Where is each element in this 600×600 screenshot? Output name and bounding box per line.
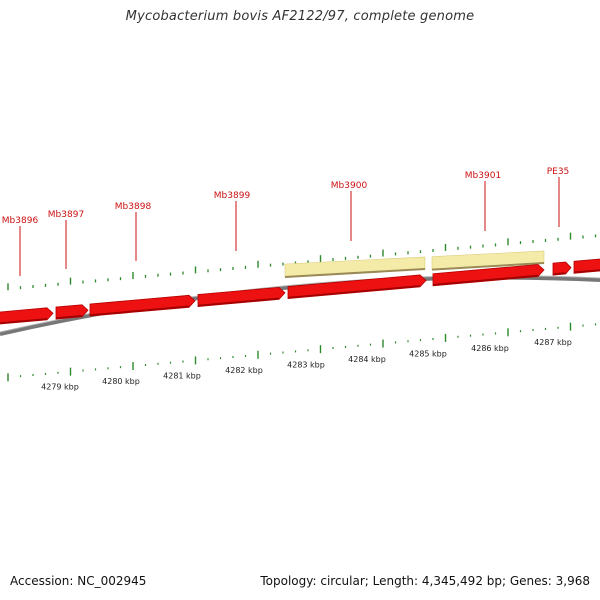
gene-arrow: [197, 286, 286, 307]
scale-label: 4286 kbp: [471, 344, 509, 353]
scale-label: 4284 kbp: [348, 355, 386, 364]
genome-title: Mycobacterium bovis AF2122/97, complete …: [125, 9, 475, 24]
feature-shadow: [284, 267, 426, 278]
gene-label: Mb3901: [465, 171, 501, 181]
gene-arrow: [432, 264, 545, 287]
feature-block: [284, 256, 426, 278]
feature-shadow: [431, 262, 545, 271]
gene-arrow: [552, 261, 572, 276]
scale-label: 4287 kbp: [534, 338, 572, 347]
gene-arrow: [573, 258, 600, 274]
gene-arrow: [89, 294, 196, 317]
scale-label: 4281 kbp: [163, 372, 201, 381]
gene-label: Mb3898: [115, 202, 152, 212]
scale-label: 4280 kbp: [102, 377, 140, 386]
gene-label: Mb3897: [48, 210, 84, 220]
gene-arrow-shadow: [197, 297, 280, 307]
gene-arrow-shadow: [55, 315, 83, 319]
scale-label: 4279 kbp: [41, 383, 79, 392]
gene-arrow-shadow: [89, 305, 190, 316]
gene-label: Mb3896: [2, 216, 39, 226]
scale-label-track: 4279 kbp 4280 kbp 4281 kbp 4282 kbp 4283 kbp…: [41, 338, 572, 391]
accession-text: Accession: NC_002945: [10, 574, 147, 588]
top-tick-track: [7, 232, 597, 291]
gene-label-track: Mb3896 Mb3897 Mb3898 Mb3899 Mb3900 Mb3901 PE35: [2, 167, 569, 276]
gene-arrow: [287, 274, 427, 299]
gene-label: Mb3899: [214, 191, 251, 201]
feature-track: [284, 250, 545, 278]
scale-label: 4283 kbp: [287, 360, 325, 369]
gene-track: [0, 258, 600, 325]
gene-label: Mb3900: [331, 181, 368, 191]
gene-arrow-shadow: [0, 318, 48, 324]
scale-label: 4282 kbp: [225, 366, 263, 375]
gene-arrow-shadow: [573, 269, 600, 274]
gene-label: PE35: [547, 167, 570, 177]
scale-tick-track: [7, 322, 597, 382]
scale-label: 4285 kbp: [409, 349, 447, 358]
genome-summary-text: Topology: circular; Length: 4,345,492 bp…: [260, 574, 590, 588]
gene-arrow-shadow: [287, 285, 421, 299]
gene-arrow-shadow: [432, 274, 539, 286]
gene-arrow-shadow: [552, 272, 566, 275]
